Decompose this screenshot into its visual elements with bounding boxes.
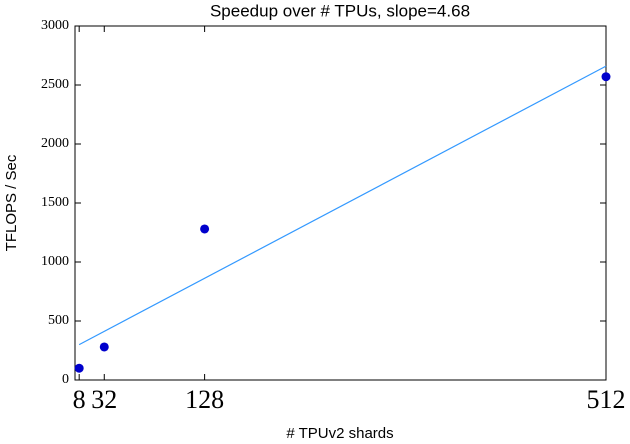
x-tick-label: 8 bbox=[73, 385, 86, 414]
x-tick-label: 512 bbox=[587, 385, 626, 414]
y-tick-label: 3000 bbox=[41, 18, 69, 33]
plot-frame bbox=[74, 25, 607, 381]
y-tick-label: 1000 bbox=[41, 254, 69, 269]
data-point bbox=[99, 342, 109, 352]
data-point bbox=[601, 72, 611, 82]
y-tick-label: 500 bbox=[48, 313, 69, 328]
y-tick-label: 2500 bbox=[41, 77, 69, 92]
y-tick-label: 2000 bbox=[41, 136, 69, 151]
y-tick-label: 1500 bbox=[41, 195, 69, 210]
fit-line bbox=[78, 65, 607, 346]
y-axis-label: TFLOPS / Sec bbox=[3, 154, 20, 251]
x-tick-label: 32 bbox=[91, 385, 117, 414]
chart-title: Speedup over # TPUs, slope=4.68 bbox=[210, 1, 470, 20]
x-axis-label: # TPUv2 shards bbox=[286, 425, 393, 442]
data-point bbox=[74, 363, 84, 373]
data-point bbox=[200, 224, 210, 234]
x-tick-label: 128 bbox=[185, 385, 224, 414]
y-tick-label: 0 bbox=[62, 372, 69, 387]
